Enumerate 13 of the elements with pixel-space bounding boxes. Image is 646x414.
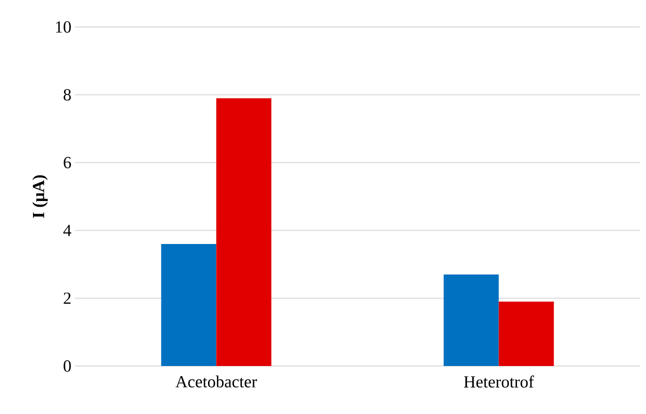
bar (216, 98, 272, 366)
bar (498, 302, 554, 366)
y-tick-label: 8 (64, 89, 71, 101)
bar (161, 244, 216, 366)
bar (444, 274, 499, 366)
x-tick-label: Heterotrof (464, 376, 534, 388)
y-tick-label: 4 (63, 224, 72, 236)
y-tick-label: 10 (56, 21, 71, 33)
y-axis-title: I (μA) (32, 175, 48, 218)
y-tick-label: 2 (64, 292, 71, 304)
y-tick-label: 0 (64, 360, 71, 372)
x-tick-label: Acetobacter (176, 376, 258, 388)
y-tick-label: 6 (64, 156, 71, 168)
